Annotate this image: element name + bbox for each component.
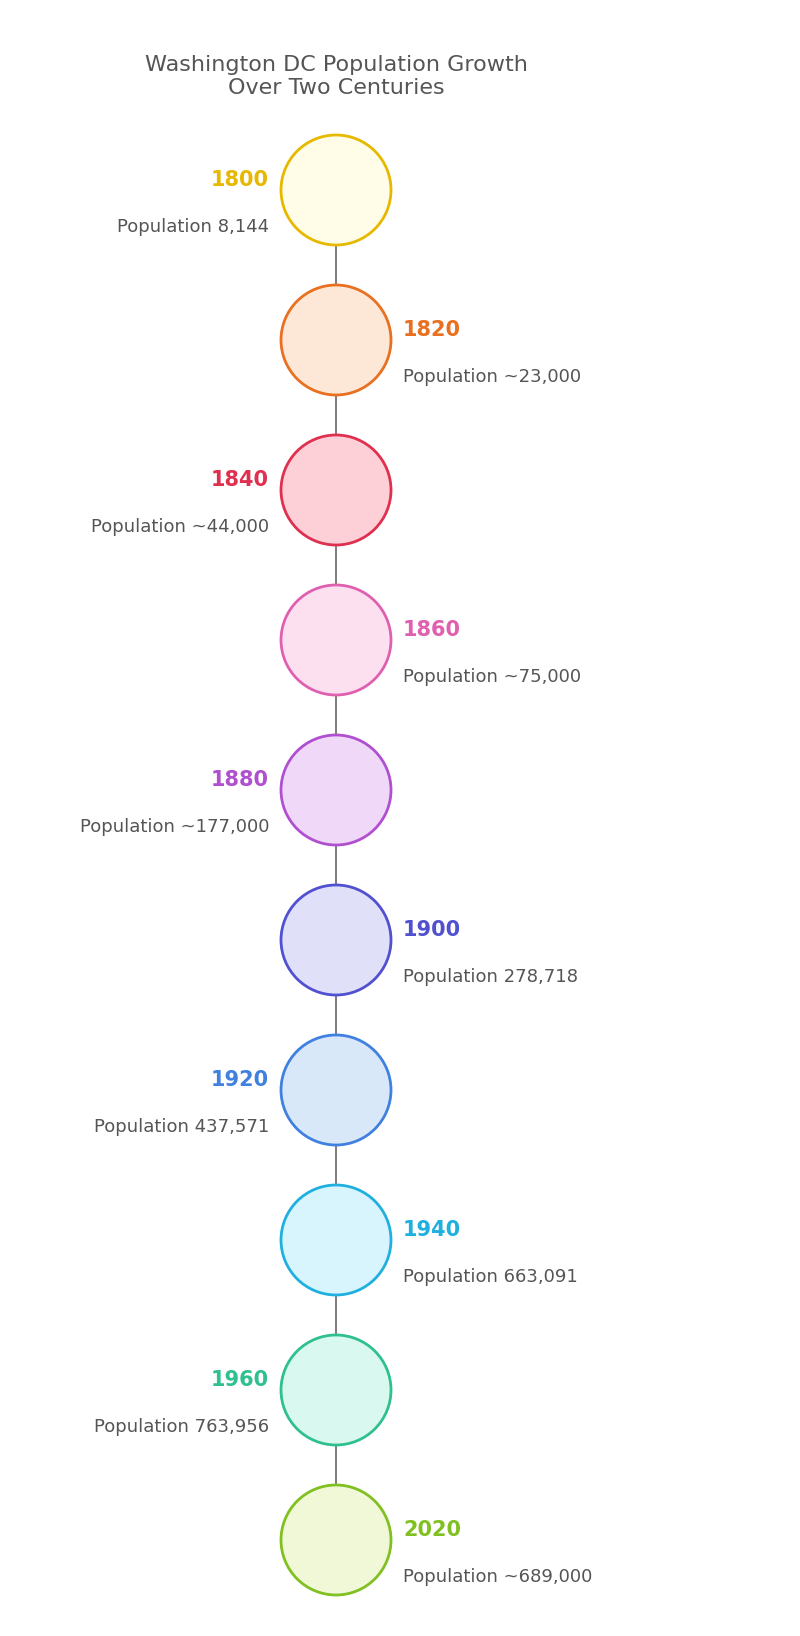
- Ellipse shape: [281, 136, 391, 245]
- Ellipse shape: [281, 586, 391, 695]
- Ellipse shape: [281, 435, 391, 545]
- Ellipse shape: [281, 735, 391, 846]
- Text: Population 437,571: Population 437,571: [94, 1117, 269, 1135]
- Text: 2020: 2020: [403, 1520, 461, 1539]
- Text: Population ~44,000: Population ~44,000: [91, 517, 269, 535]
- Text: 1800: 1800: [211, 170, 269, 190]
- Text: Population 278,718: Population 278,718: [403, 967, 578, 985]
- Text: Population ~177,000: Population ~177,000: [79, 818, 269, 836]
- Text: Population 8,144: Population 8,144: [117, 218, 269, 236]
- Text: Population ~23,000: Population ~23,000: [403, 368, 581, 386]
- Ellipse shape: [281, 1036, 391, 1145]
- Text: Population 663,091: Population 663,091: [403, 1268, 578, 1286]
- Text: Washington DC Population Growth
Over Two Centuries: Washington DC Population Growth Over Two…: [145, 56, 527, 98]
- Ellipse shape: [281, 1335, 391, 1445]
- Ellipse shape: [281, 1184, 391, 1296]
- Text: 1900: 1900: [403, 919, 461, 941]
- Ellipse shape: [281, 285, 391, 394]
- Text: 1940: 1940: [403, 1220, 461, 1240]
- Text: 1960: 1960: [211, 1369, 269, 1391]
- Text: 1840: 1840: [211, 470, 269, 491]
- Text: 1920: 1920: [211, 1070, 269, 1090]
- Text: Population ~689,000: Population ~689,000: [403, 1567, 592, 1585]
- Text: 1820: 1820: [403, 321, 461, 340]
- Ellipse shape: [281, 885, 391, 995]
- Text: 1880: 1880: [211, 771, 269, 790]
- Ellipse shape: [281, 1485, 391, 1595]
- Text: 1860: 1860: [403, 620, 461, 640]
- Text: Population ~75,000: Population ~75,000: [403, 667, 581, 685]
- Text: Population 763,956: Population 763,956: [94, 1417, 269, 1435]
